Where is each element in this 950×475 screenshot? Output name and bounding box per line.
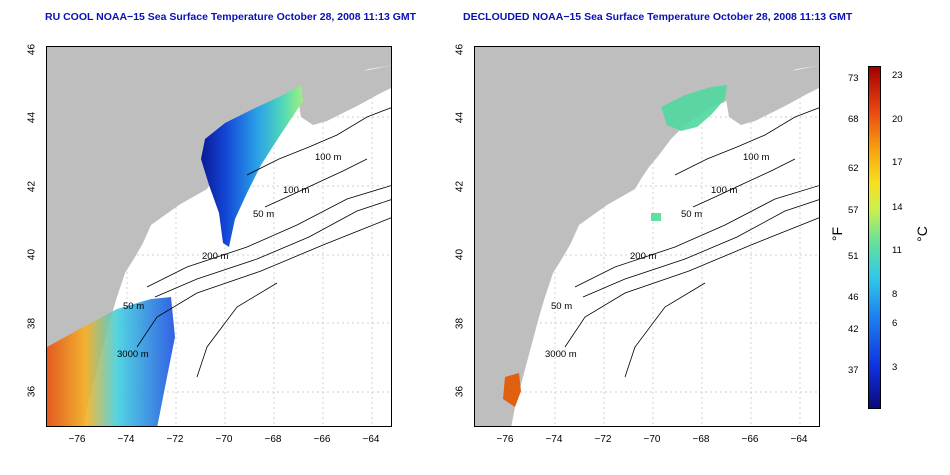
fahrenheit-unit-label: °F — [829, 226, 846, 242]
sst-swath-gulf-of-maine — [201, 85, 303, 247]
celsius-unit-label: °C — [913, 226, 930, 242]
lat-tick-right: 42 — [454, 180, 466, 193]
lat-tick-left: 46 — [26, 43, 38, 56]
land-mainland — [47, 47, 391, 426]
raw-sst-map: 100 m 100 m 50 m 200 m 50 m 3000 m — [46, 46, 392, 427]
contour-label: 200 m — [202, 251, 228, 262]
contour-label-group: 100 m 100 m 50 m 200 m 50 m 3000 m — [545, 152, 769, 360]
lat-tick-left: 38 — [26, 317, 38, 330]
contour-label: 100 m — [315, 152, 341, 163]
lon-tick-right: −64 — [790, 434, 808, 445]
lat-tick-left: 36 — [26, 385, 38, 398]
bathymetry-contours — [136, 107, 391, 378]
contour-label: 100 m — [711, 185, 737, 196]
lat-tick-left: 42 — [26, 180, 38, 193]
declouded-sst-map: 100 m 100 m 50 m 200 m 50 m 3000 m — [474, 46, 820, 427]
lon-tick-left: −64 — [362, 434, 380, 445]
contour-label: 50 m — [551, 301, 572, 312]
lat-tick-right: 38 — [454, 317, 466, 330]
lon-tick-right: −66 — [741, 434, 759, 445]
lon-tick-right: −76 — [496, 434, 514, 445]
left-map-title: RU COOL NOAA−15 Sea Surface Temperature … — [45, 11, 417, 23]
fahrenheit-tick: 73 — [848, 73, 859, 84]
lat-tick-right: 44 — [454, 111, 466, 124]
right-map-title: DECLOUDED NOAA−15 Sea Surface Temperatur… — [463, 11, 853, 23]
contour-label: 50 m — [123, 301, 144, 312]
lat-tick-right: 36 — [454, 385, 466, 398]
contour-label: 100 m — [283, 185, 309, 196]
declouded-sst-map-graphic: 100 m 100 m 50 m 200 m 50 m 3000 m — [475, 47, 819, 426]
celsius-tick: 20 — [892, 114, 903, 125]
lon-tick-right: −70 — [643, 434, 661, 445]
fahrenheit-tick: 46 — [848, 292, 859, 303]
lon-tick-left: −70 — [215, 434, 233, 445]
land-nova-scotia — [297, 65, 391, 125]
contour-label: 3000 m — [545, 349, 577, 360]
sst-swath-south — [47, 297, 175, 426]
lon-tick-left: −66 — [313, 434, 331, 445]
land-nova-scotia — [725, 65, 819, 125]
celsius-tick: 23 — [892, 70, 903, 81]
lon-tick-right: −68 — [692, 434, 710, 445]
bathymetry-contours — [564, 107, 819, 378]
fahrenheit-tick: 37 — [848, 365, 859, 376]
lat-tick-right: 46 — [454, 43, 466, 56]
celsius-tick: 14 — [892, 202, 903, 213]
sst-patch-small — [651, 213, 661, 221]
celsius-tick: 6 — [892, 318, 898, 329]
contour-label: 50 m — [253, 209, 274, 220]
contour-label: 200 m — [630, 251, 656, 262]
land-mainland — [475, 47, 819, 426]
lon-tick-right: −74 — [545, 434, 563, 445]
lat-tick-left: 40 — [26, 248, 38, 261]
temperature-colorbar — [868, 66, 881, 409]
lon-tick-left: −74 — [117, 434, 135, 445]
contour-label: 3000 m — [117, 349, 149, 360]
fahrenheit-tick: 42 — [848, 324, 859, 335]
fahrenheit-tick: 57 — [848, 205, 859, 216]
fahrenheit-tick: 68 — [848, 114, 859, 125]
contour-label: 50 m — [681, 209, 702, 220]
celsius-tick: 17 — [892, 157, 903, 168]
lon-tick-left: −76 — [68, 434, 86, 445]
lat-tick-left: 44 — [26, 111, 38, 124]
sst-patch-south — [503, 373, 521, 407]
lon-tick-right: −72 — [594, 434, 612, 445]
fahrenheit-tick: 51 — [848, 251, 859, 262]
contour-label-group: 100 m 100 m 50 m 200 m 50 m 3000 m — [117, 152, 341, 360]
contour-label: 100 m — [743, 152, 769, 163]
lon-tick-left: −72 — [166, 434, 184, 445]
celsius-tick: 3 — [892, 362, 898, 373]
celsius-tick: 8 — [892, 289, 898, 300]
sst-patch-north — [661, 85, 727, 131]
raw-sst-map-graphic: 100 m 100 m 50 m 200 m 50 m 3000 m — [47, 47, 391, 426]
celsius-tick: 11 — [892, 245, 902, 256]
fahrenheit-tick: 62 — [848, 163, 859, 174]
lat-tick-right: 40 — [454, 248, 466, 261]
lon-tick-left: −68 — [264, 434, 282, 445]
